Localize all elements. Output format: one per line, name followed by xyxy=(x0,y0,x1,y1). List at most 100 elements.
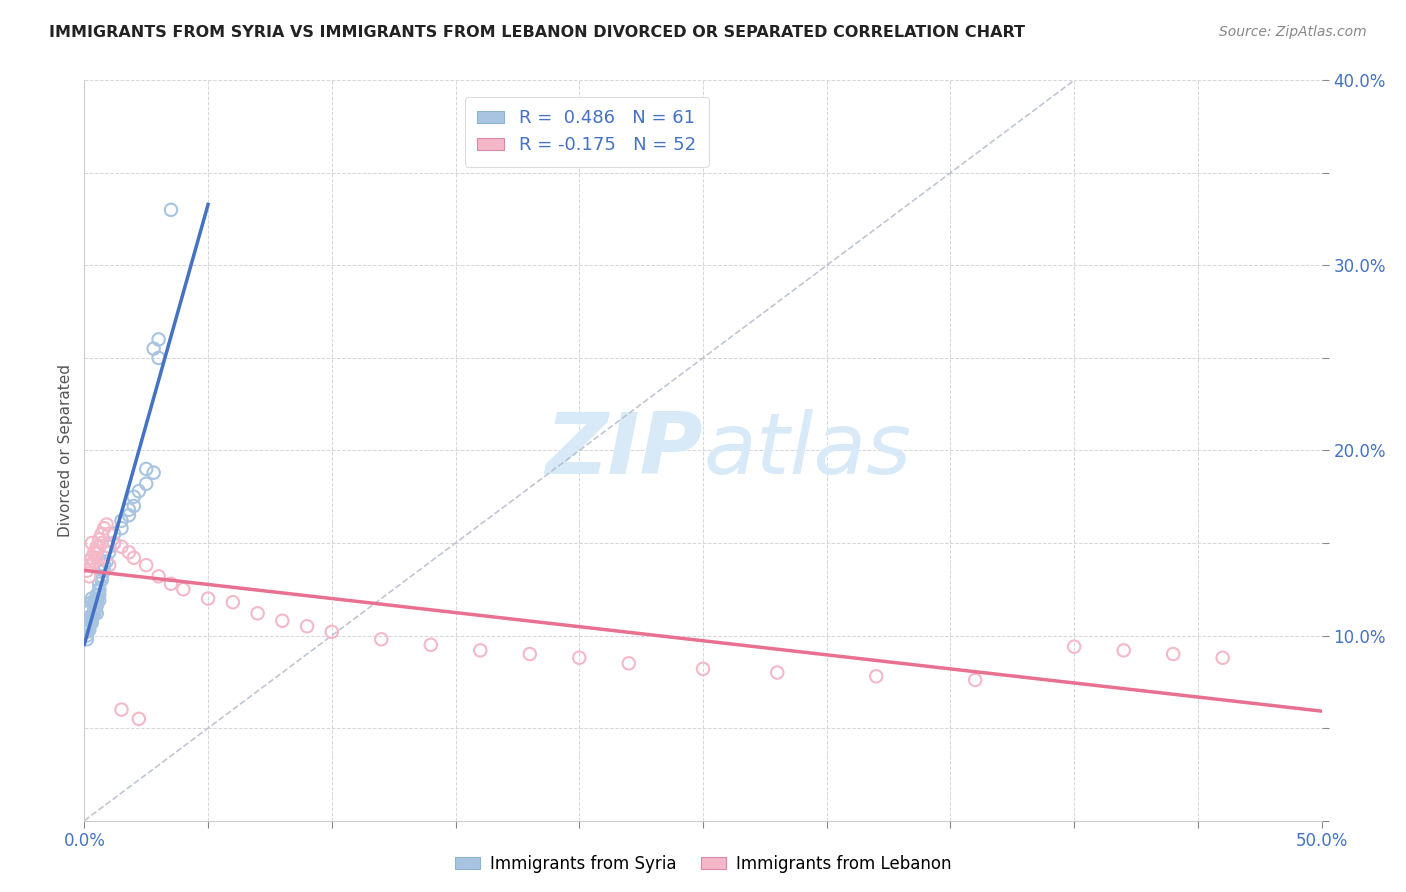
Point xyxy=(89,576,111,591)
Point xyxy=(79,612,101,626)
Point xyxy=(86,550,108,565)
Point xyxy=(110,521,132,535)
Point xyxy=(86,607,108,621)
Point xyxy=(83,600,105,615)
Point xyxy=(79,614,101,628)
Point xyxy=(103,536,125,550)
Point xyxy=(110,540,132,554)
Legend: R =  0.486   N = 61, R = -0.175   N = 52: R = 0.486 N = 61, R = -0.175 N = 52 xyxy=(464,96,709,167)
Point xyxy=(222,595,245,609)
Point xyxy=(83,607,105,621)
Point xyxy=(128,712,150,726)
Point xyxy=(90,536,112,550)
Point xyxy=(148,332,170,346)
Point xyxy=(148,351,170,365)
Point xyxy=(135,558,157,573)
Point xyxy=(98,526,121,541)
Point xyxy=(86,599,108,613)
Point xyxy=(83,597,105,611)
Point xyxy=(148,569,170,583)
Point xyxy=(110,514,132,528)
Point xyxy=(118,502,141,516)
Point xyxy=(321,624,343,639)
Point xyxy=(98,545,121,559)
Point xyxy=(96,517,118,532)
Point xyxy=(80,610,103,624)
Point xyxy=(93,564,115,578)
Point xyxy=(83,600,105,615)
Text: IMMIGRANTS FROM SYRIA VS IMMIGRANTS FROM LEBANON DIVORCED OR SEPARATED CORRELATI: IMMIGRANTS FROM SYRIA VS IMMIGRANTS FROM… xyxy=(49,25,1025,40)
Point xyxy=(96,554,118,569)
Point xyxy=(160,202,183,217)
Point xyxy=(470,643,492,657)
Point xyxy=(80,610,103,624)
Point xyxy=(80,558,103,573)
Point xyxy=(83,554,105,569)
Point xyxy=(1112,643,1135,657)
Point xyxy=(110,703,132,717)
Point xyxy=(79,605,101,619)
Point xyxy=(79,623,101,637)
Point xyxy=(79,554,101,569)
Point xyxy=(76,619,98,633)
Point xyxy=(86,588,108,602)
Point xyxy=(135,462,157,476)
Point xyxy=(197,591,219,606)
Point xyxy=(83,595,105,609)
Point xyxy=(90,573,112,587)
Point xyxy=(79,617,101,632)
Legend: Immigrants from Syria, Immigrants from Lebanon: Immigrants from Syria, Immigrants from L… xyxy=(449,848,957,880)
Point xyxy=(80,591,103,606)
Point xyxy=(519,647,541,661)
Point xyxy=(98,540,121,554)
Point xyxy=(98,558,121,573)
Point xyxy=(89,593,111,607)
Point xyxy=(766,665,789,680)
Point xyxy=(103,536,125,550)
Point xyxy=(80,608,103,623)
Point xyxy=(118,508,141,523)
Point xyxy=(122,490,145,504)
Point xyxy=(76,624,98,639)
Point xyxy=(370,632,392,647)
Point xyxy=(965,673,987,687)
Point xyxy=(93,550,115,565)
Point xyxy=(142,342,165,356)
Point xyxy=(80,614,103,628)
Y-axis label: Divorced or Separated: Divorced or Separated xyxy=(58,364,73,537)
Point xyxy=(86,595,108,609)
Point xyxy=(172,582,194,597)
Point xyxy=(80,615,103,630)
Point xyxy=(692,662,714,676)
Point xyxy=(89,582,111,597)
Point xyxy=(79,617,101,632)
Point xyxy=(76,632,98,647)
Point xyxy=(89,533,111,547)
Point xyxy=(76,564,98,578)
Point xyxy=(160,576,183,591)
Point xyxy=(118,545,141,559)
Point xyxy=(89,588,111,602)
Point xyxy=(79,619,101,633)
Point xyxy=(617,657,640,671)
Text: ZIP: ZIP xyxy=(546,409,703,492)
Point xyxy=(103,526,125,541)
Point xyxy=(122,550,145,565)
Text: atlas: atlas xyxy=(703,409,911,492)
Point xyxy=(122,499,145,513)
Point xyxy=(419,638,441,652)
Point xyxy=(80,612,103,626)
Point xyxy=(135,476,157,491)
Point xyxy=(79,569,101,583)
Point xyxy=(89,540,111,554)
Text: Source: ZipAtlas.com: Source: ZipAtlas.com xyxy=(1219,25,1367,39)
Point xyxy=(83,602,105,616)
Point xyxy=(80,550,103,565)
Point xyxy=(1212,650,1234,665)
Point xyxy=(90,526,112,541)
Point xyxy=(86,591,108,606)
Point xyxy=(83,554,105,569)
Point xyxy=(79,558,101,573)
Point xyxy=(80,536,103,550)
Point xyxy=(568,650,591,665)
